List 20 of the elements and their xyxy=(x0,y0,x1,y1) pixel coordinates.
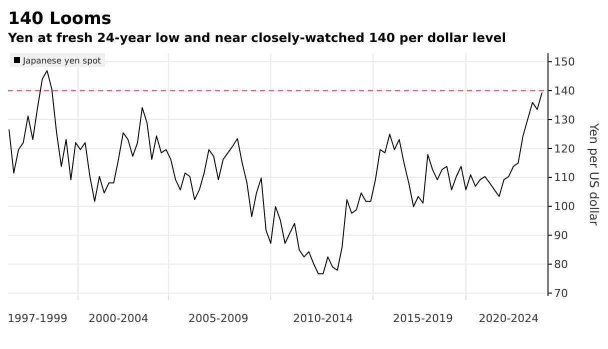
x-tick-label: 2000-2004 xyxy=(88,312,148,325)
line-series xyxy=(8,70,542,274)
chart-title: 140 Looms xyxy=(8,9,112,29)
x-tick-label: 2015-2019 xyxy=(393,312,454,325)
y-tick-label: 110 xyxy=(554,171,575,184)
y-tick-label: 150 xyxy=(554,56,575,69)
x-tick-label: 2020-2024 xyxy=(478,312,539,325)
y-axis-title: Yen per US dollar xyxy=(587,122,601,226)
x-tick-label: 1997-1999 xyxy=(8,312,68,325)
y-tick-label: 80 xyxy=(554,258,568,272)
x-tick-label: 2005-2009 xyxy=(188,312,248,325)
y-tick-label: 140 xyxy=(554,84,575,98)
x-tick-label: 2010-2014 xyxy=(293,312,354,325)
legend-label: Japanese yen spot xyxy=(22,56,102,66)
y-tick-label: 100 xyxy=(554,200,575,214)
y-tick-label: 120 xyxy=(554,142,575,156)
y-tick-label: 90 xyxy=(554,229,568,242)
chart-subtitle: Yen at fresh 24-year low and near closely-watched 140 per dollar level xyxy=(7,30,506,45)
y-tick-label: 70 xyxy=(554,286,568,300)
y-tick-label: 130 xyxy=(554,113,575,126)
